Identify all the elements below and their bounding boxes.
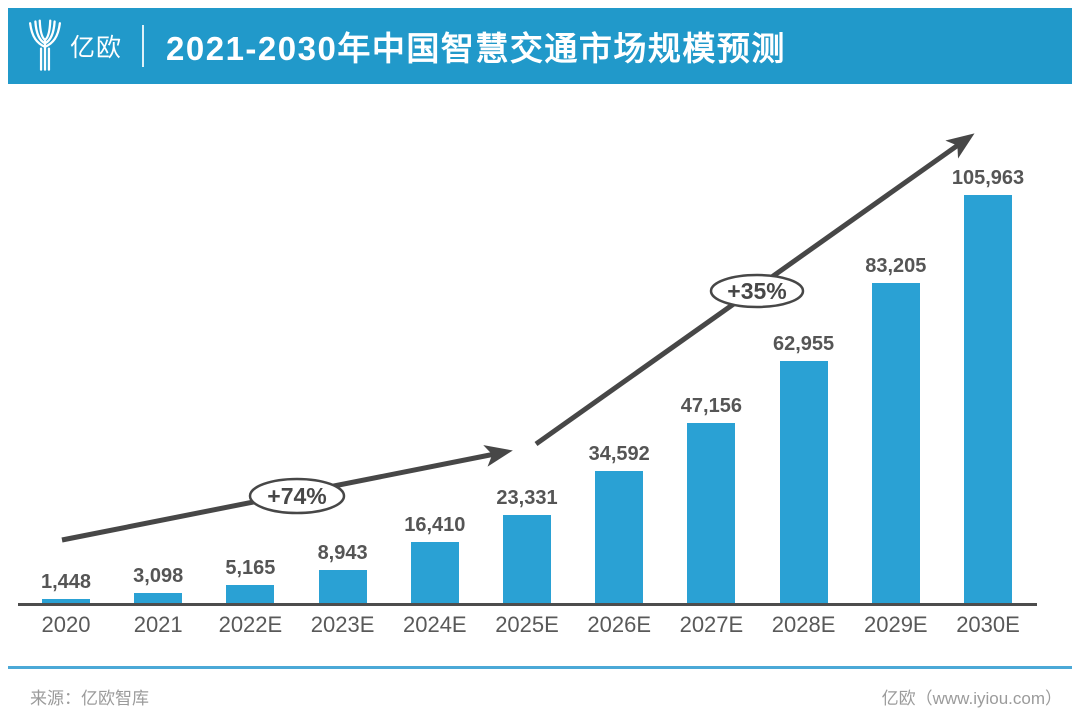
bar-2029E bbox=[871, 283, 920, 605]
x-tick-2024E: 2024E bbox=[402, 612, 467, 637]
bar-2026E bbox=[595, 471, 644, 605]
value-label: 8,943 bbox=[317, 542, 368, 564]
growth-rate-label: +74% bbox=[267, 483, 326, 509]
value-label: 62,955 bbox=[773, 333, 835, 355]
value-label: 83,205 bbox=[865, 255, 927, 277]
bar-2021 bbox=[134, 593, 183, 605]
x-tick-2020: 2020 bbox=[41, 612, 91, 637]
page-title: 2021-2030年中国智慧交通市场规模预测 bbox=[166, 30, 786, 67]
value-label: 3,098 bbox=[133, 565, 184, 587]
x-axis-line bbox=[18, 603, 1037, 606]
x-tick-2023E: 2023E bbox=[310, 612, 375, 637]
iyiou-logo-icon bbox=[28, 19, 62, 71]
x-tick-2027E: 2027E bbox=[679, 612, 744, 637]
bar-2023E bbox=[318, 570, 367, 605]
value-label: 47,156 bbox=[680, 395, 742, 417]
x-tick-2030E: 2030E bbox=[956, 612, 1020, 637]
brand-name: 亿欧 bbox=[70, 34, 123, 62]
bar-2024E bbox=[410, 542, 459, 605]
value-label: 1,448 bbox=[40, 571, 92, 593]
bar-2022E bbox=[226, 585, 275, 605]
x-tick-2029E: 2029E bbox=[863, 612, 928, 637]
brand-url-text: 亿欧（www.iyiou.com） bbox=[881, 689, 1062, 708]
brand-logo: 亿欧 bbox=[24, 19, 122, 73]
value-label: 105,963 bbox=[951, 167, 1025, 189]
value-label: 23,331 bbox=[496, 487, 558, 509]
bar-2030E bbox=[964, 195, 1012, 605]
x-tick-2022E: 2022E bbox=[218, 612, 283, 637]
value-label: 16,410 bbox=[404, 514, 466, 536]
x-tick-2021: 2021 bbox=[133, 612, 183, 637]
bar-2027E bbox=[687, 423, 736, 605]
footer-divider-line bbox=[8, 666, 1072, 669]
x-tick-2025E: 2025E bbox=[495, 612, 559, 637]
header-divider bbox=[142, 25, 145, 67]
x-tick-2026E: 2026E bbox=[587, 612, 651, 637]
growth-rate-ellipse bbox=[248, 477, 346, 515]
source-text: 来源：亿欧智库 bbox=[30, 689, 149, 708]
value-label: 34,592 bbox=[588, 443, 650, 465]
bar-2028E bbox=[779, 361, 828, 605]
growth-rate-ellipse bbox=[709, 273, 805, 309]
growth-rate-label: +35% bbox=[727, 278, 786, 304]
bar-2020 bbox=[42, 599, 90, 605]
x-tick-2028E: 2028E bbox=[771, 612, 836, 637]
bar-2025E bbox=[503, 515, 551, 605]
value-label: 5,165 bbox=[225, 557, 276, 579]
header-banner: 亿欧 2021-2030年中国智慧交通市场规模预测 bbox=[8, 8, 1072, 84]
